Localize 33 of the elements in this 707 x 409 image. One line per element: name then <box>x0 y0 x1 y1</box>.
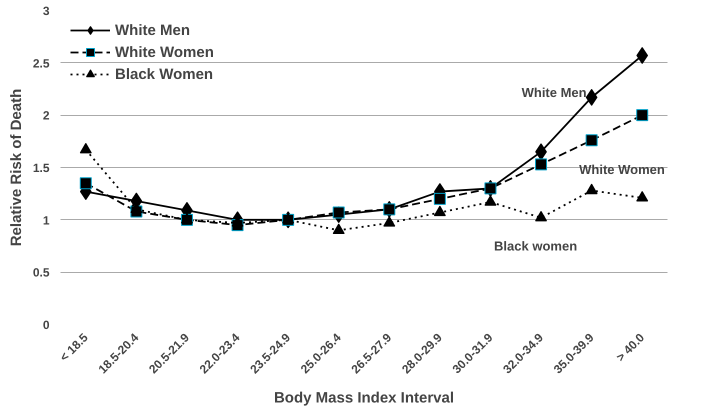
x-axis-title: Body Mass Index Interval <box>274 389 454 406</box>
point <box>535 158 548 170</box>
point <box>383 216 396 227</box>
point <box>636 109 648 122</box>
point <box>434 206 446 216</box>
legend-label: Black Women <box>115 66 214 82</box>
point <box>80 177 92 190</box>
point <box>332 206 345 219</box>
y-tick-label: 2 <box>42 108 50 123</box>
point <box>586 134 598 146</box>
point <box>535 210 548 222</box>
y-tick-label: 3 <box>42 4 50 18</box>
point <box>636 191 648 202</box>
legend-label: White Women <box>115 44 214 60</box>
annotation: White Men <box>522 85 587 100</box>
y-tick-label: 2.5 <box>32 56 50 70</box>
y-tick-label: 0.5 <box>32 266 50 280</box>
y-tick-label: 1 <box>42 213 50 228</box>
point <box>383 203 396 216</box>
point <box>80 142 92 154</box>
y-tick-label: 0 <box>42 318 50 332</box>
legend-label: White Men <box>115 22 190 38</box>
x-tick-label: > 40.0 <box>613 330 648 364</box>
point <box>434 192 446 205</box>
y-axis-title: Relative Risk of Death <box>8 88 25 246</box>
point <box>636 47 648 64</box>
point <box>484 195 496 206</box>
annotation: Black women <box>494 238 578 254</box>
y-tick-label: 1.5 <box>32 161 50 175</box>
annotation: White Women <box>579 162 665 177</box>
point <box>484 182 496 194</box>
point <box>332 223 345 234</box>
point <box>586 184 598 194</box>
